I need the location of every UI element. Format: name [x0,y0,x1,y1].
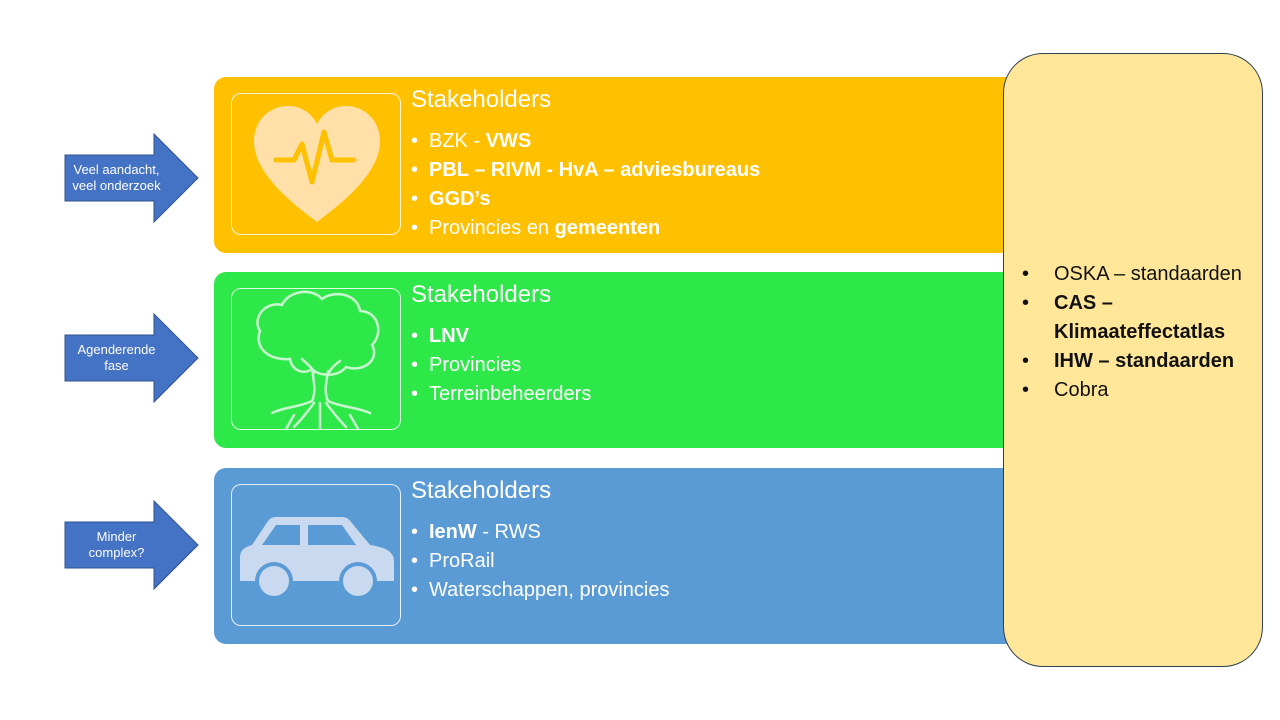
list-item: GGD’s [411,185,760,214]
heart-pulse-icon [254,106,380,222]
list-item: • Cobra [1022,379,1109,401]
icon-frame [231,93,401,235]
band-title: Stakeholders [411,477,552,504]
list-item: Waterschappen, provincies [411,576,670,605]
list-item: BZK - VWS [411,127,760,156]
icon-frame [231,484,401,626]
arrow-label: Veel aandacht, veel onderzoek [72,162,161,193]
arrow-1: Veel aandacht, veel onderzoek [64,133,199,223]
arrow-label: Minder complex? [88,529,145,560]
side-list: • OSKA – standaarden • CAS – Klimaateffect… [1022,260,1254,405]
band-infrastructure: Stakeholders IenW - RWS ProRail Watersch… [214,468,1044,644]
list-item: ProRail [411,547,670,576]
band-health: Stakeholders BZK - VWS PBL – RIVM - HvA … [214,77,1044,253]
icon-frame [231,288,401,431]
arrow-shape [64,133,199,223]
stakeholder-list: BZK - VWS PBL – RIVM - HvA – adviesburea… [411,127,760,243]
list-item: • CAS – Klimaateffectatlas [1022,292,1226,343]
car-icon [240,517,394,600]
list-item: • IHW – standaarden [1022,350,1235,372]
list-item: Terreinbeheerders [411,380,591,409]
band-title: Stakeholders [411,86,552,113]
arrow-3: Minder complex? [64,500,199,590]
band-title: Stakeholders [411,281,552,308]
list-item: • OSKA – standaarden [1022,263,1242,285]
arrow-shape [64,313,199,403]
list-item: Provincies [411,351,591,380]
list-item: PBL – RIVM - HvA – adviesbureaus [411,156,760,185]
stakeholder-list: LNV Provincies Terreinbeheerders [411,322,591,409]
arrow-label: Agenderende fase [77,342,156,373]
arrow-shape [64,500,199,590]
stakeholder-list: IenW - RWS ProRail Waterschappen, provin… [411,518,670,605]
band-nature: Stakeholders LNV Provincies Terreinbehee… [214,272,1044,448]
list-item: IenW - RWS [411,518,670,547]
list-item: Provincies en gemeenten [411,214,760,243]
arrow-2: Agenderende fase [64,313,199,403]
list-item: LNV [411,322,591,351]
side-panel: • OSKA – standaarden • CAS – Klimaateffect… [1003,53,1263,667]
tree-icon [256,290,380,431]
